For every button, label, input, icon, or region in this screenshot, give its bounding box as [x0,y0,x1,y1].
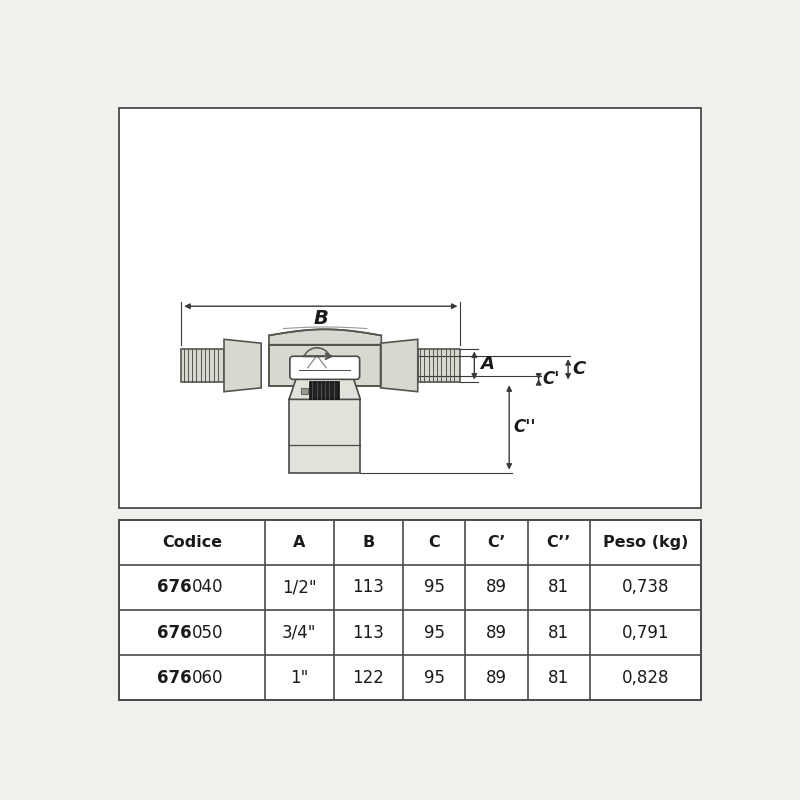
Text: 113: 113 [353,578,385,596]
Text: 1/2": 1/2" [282,578,317,596]
Text: Peso (kg): Peso (kg) [602,534,688,550]
Text: 95: 95 [424,578,445,596]
Polygon shape [381,339,418,392]
Text: C: C [572,360,586,378]
Text: C: C [428,534,440,550]
Text: A: A [293,534,306,550]
Text: 060: 060 [192,669,223,687]
Text: A: A [481,355,494,373]
Text: C'': C'' [513,418,535,437]
Text: 89: 89 [486,578,507,596]
Text: 0,828: 0,828 [622,669,669,687]
Text: 676: 676 [158,669,192,687]
Text: B: B [362,534,374,550]
Circle shape [303,348,331,375]
Text: 113: 113 [353,623,385,642]
Bar [182,349,224,382]
Bar [269,345,382,386]
Text: 89: 89 [486,669,507,687]
Text: 3/4": 3/4" [282,623,317,642]
Bar [289,399,361,473]
Polygon shape [224,339,262,392]
Text: C': C' [542,370,560,388]
Text: B: B [314,309,328,328]
Bar [418,349,460,382]
Bar [119,519,701,701]
Polygon shape [269,330,382,345]
Bar [119,107,701,508]
Polygon shape [289,376,361,399]
Text: C’: C’ [487,534,506,550]
Text: 81: 81 [548,669,570,687]
Text: 95: 95 [424,669,445,687]
Text: 0,738: 0,738 [622,578,669,596]
Text: 676: 676 [158,623,192,642]
Bar [269,345,382,386]
Text: 1": 1" [290,669,309,687]
Text: 89: 89 [486,623,507,642]
Text: 81: 81 [548,578,570,596]
Text: 676: 676 [158,578,192,596]
Text: Codice: Codice [162,534,222,550]
Text: 81: 81 [548,623,570,642]
Text: 122: 122 [353,669,385,687]
Text: 95: 95 [424,623,445,642]
FancyBboxPatch shape [290,356,360,379]
Bar [301,387,309,394]
Text: 040: 040 [192,578,223,596]
Bar [310,382,339,399]
Text: C’’: C’’ [546,534,571,550]
Text: 0,791: 0,791 [622,623,669,642]
Text: 050: 050 [192,623,223,642]
